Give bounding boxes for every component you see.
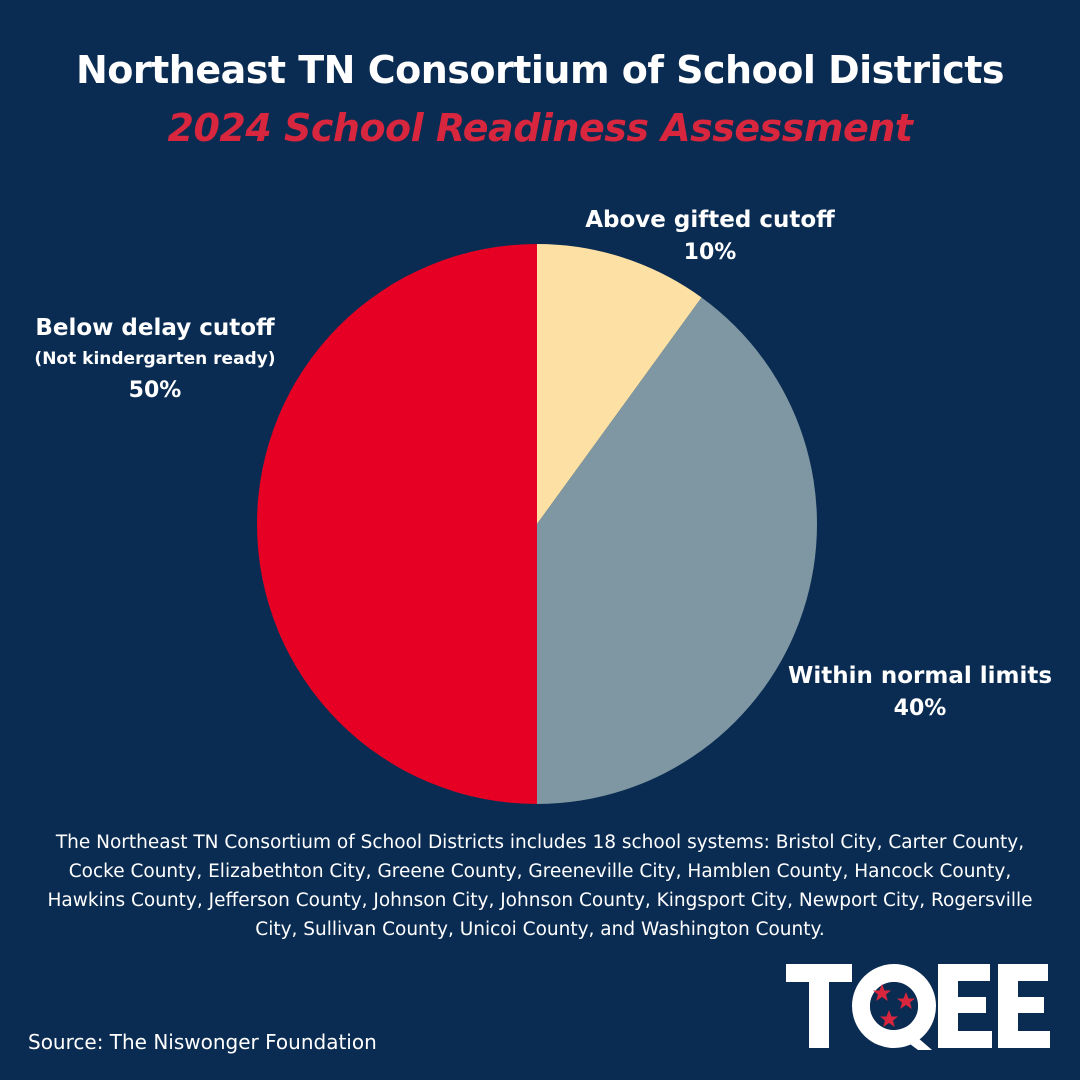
- logo-letter-e: [938, 964, 992, 1048]
- source-credit: Source: The Niswonger Foundation: [28, 1030, 377, 1054]
- page-title: Northeast TN Consortium of School Distri…: [75, 48, 1005, 92]
- page-subtitle: 2024 School Readiness Assessment: [167, 106, 913, 150]
- tqee-logo: [786, 964, 1050, 1050]
- slice-name: Above gifted cutoff: [585, 207, 835, 233]
- pie-slice-above-gifted-cutoff: [537, 244, 702, 524]
- slice-percent: 10%: [683, 240, 737, 265]
- pie-slice-within-normal-limits: [537, 297, 817, 804]
- slice-percent: 50%: [128, 378, 182, 403]
- footnote: The Northeast TN Consortium of School Di…: [47, 832, 1033, 940]
- tennessee-tri-star-icon: [873, 984, 915, 1027]
- slice-percent: 40%: [893, 696, 947, 721]
- logo-letter-e: [998, 964, 1050, 1048]
- pie-slice-below-delay-cutoff: [257, 244, 537, 804]
- slice-label-above-gifted: Above gifted cutoff 10%: [560, 204, 860, 270]
- logo-letter-t: [786, 964, 852, 1048]
- slice-name: Below delay cutoff: [35, 315, 275, 341]
- slice-label-within-normal: Within normal limits 40%: [770, 660, 1070, 726]
- slice-label-below-delay: Below delay cutoff (Not kindergarten rea…: [10, 312, 300, 408]
- slice-sublabel: (Not kindergarten ready): [34, 349, 276, 369]
- logo-letter-q: [852, 964, 936, 1050]
- slice-name: Within normal limits: [787, 663, 1053, 689]
